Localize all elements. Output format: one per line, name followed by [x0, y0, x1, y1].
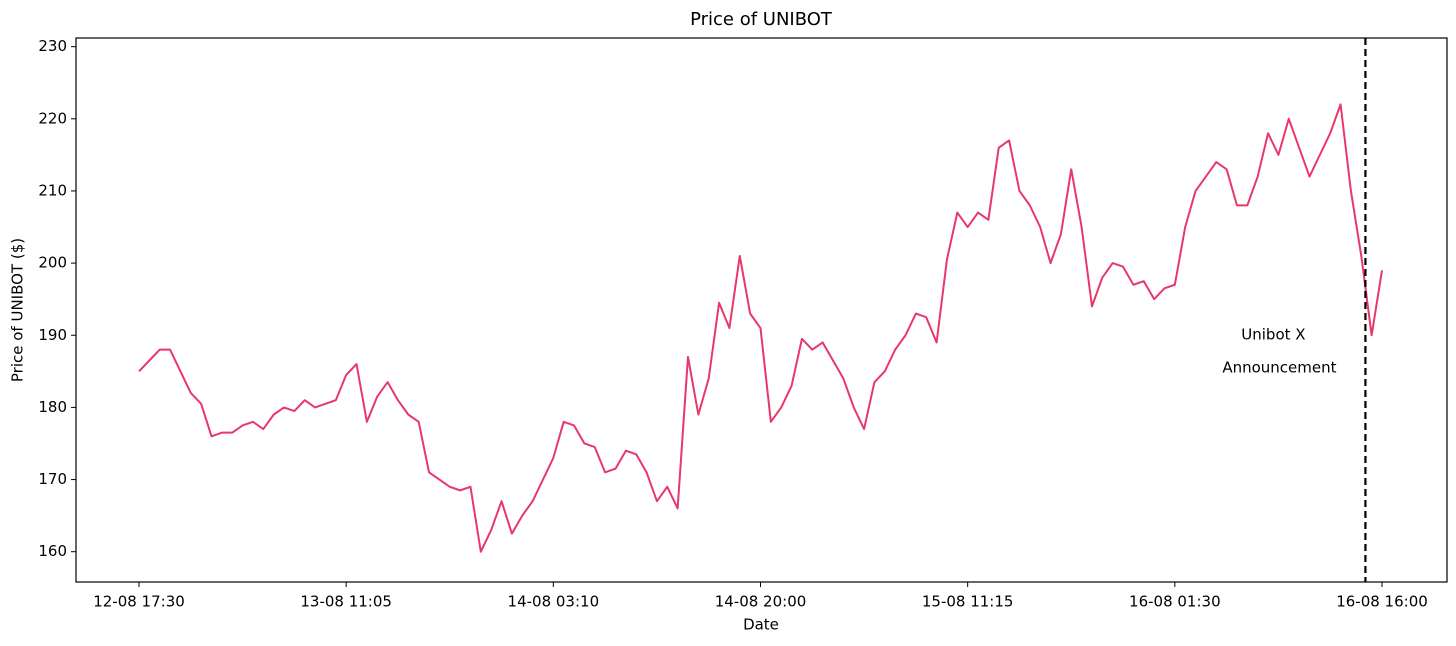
x-tick-label: 15-08 11:15: [922, 593, 1014, 611]
x-axis-label: Date: [743, 616, 779, 634]
y-tick-label: 190: [38, 326, 67, 344]
y-tick-label: 230: [38, 37, 67, 55]
y-tick-label: 180: [38, 398, 67, 416]
chart-title: Price of UNIBOT: [690, 9, 833, 30]
x-tick-label: 16-08 16:00: [1336, 593, 1428, 611]
y-tick-label: 220: [38, 109, 67, 127]
y-tick-label: 210: [38, 181, 67, 199]
x-tick-label: 14-08 03:10: [508, 593, 600, 611]
y-axis-label: Price of UNIBOT ($): [9, 238, 27, 382]
y-tick-label: 160: [38, 542, 67, 560]
price-line: [138, 103, 1383, 553]
annotation-text: Announcement: [1222, 359, 1336, 377]
y-tick-label: 200: [38, 254, 67, 272]
x-tick-label: 12-08 17:30: [93, 593, 185, 611]
x-tick-label: 13-08 11:05: [300, 593, 392, 611]
y-tick-label: 170: [38, 470, 67, 488]
annotation-text: Unibot X: [1241, 326, 1305, 344]
plot-frame: [75, 37, 1448, 583]
x-tick-label: 16-08 01:30: [1129, 593, 1221, 611]
x-tick-label: 14-08 20:00: [715, 593, 807, 611]
